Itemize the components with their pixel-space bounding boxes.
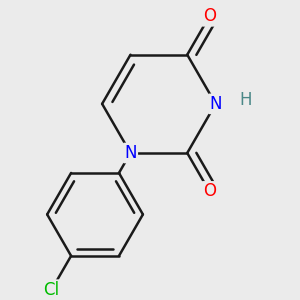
Text: O: O [203,7,216,25]
Text: N: N [209,95,222,113]
Text: N: N [124,144,137,162]
Text: H: H [239,91,252,109]
Text: O: O [203,182,216,200]
Text: Cl: Cl [44,281,60,299]
